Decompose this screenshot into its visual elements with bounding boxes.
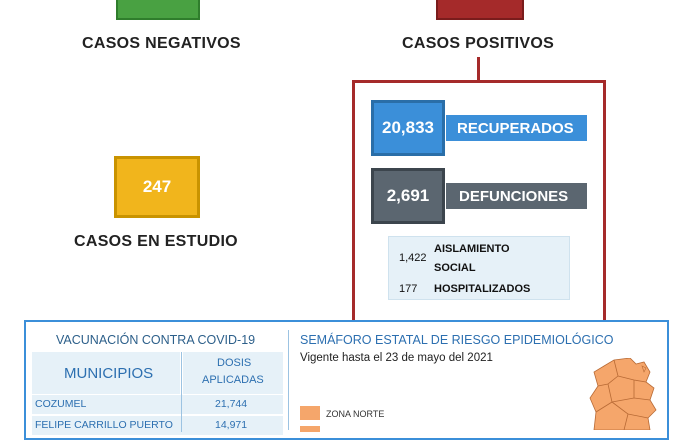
positive-cases-frame [352,80,606,330]
study-cases-label: CASOS EN ESTUDIO [74,233,238,250]
dosis-header-cell [183,352,283,394]
panel-divider [288,330,289,430]
positive-cases-box [436,0,524,20]
table-row-dosis: 21,744 [215,398,248,410]
negative-cases-label: CASOS NEGATIVOS [82,35,241,52]
zona-sur-swatch-partial [300,426,320,432]
deaths-value-box: 2,691 [371,168,445,224]
isolation-panel [388,236,570,300]
recovered-label-bar: RECUPERADOS [446,115,587,141]
table-row-municipio: FELIPE CARRILLO PUERTO [35,419,173,431]
recovered-label: RECUPERADOS [457,119,574,137]
study-cases-box: 247 [114,156,200,218]
study-cases-value: 247 [142,177,172,196]
semaforo-vigencia: Vigente hasta el 23 de mayo del 2021 [300,352,493,364]
isolation-label-line1: AISLAMIENTO [434,243,510,255]
recovered-value: 20,833 [382,118,434,137]
municipios-header: MUNICIPIOS [64,365,154,382]
isolation-label-line2: SOCIAL [434,262,476,274]
deaths-label: DEFUNCIONES [459,187,569,205]
dosis-header-line1: DOSIS [217,357,252,369]
deaths-value: 2,691 [386,186,430,205]
dosis-header-line2: APLICADAS [202,374,264,386]
table-row-bg [32,395,283,414]
column-divider [181,352,182,432]
hospitalized-value: 177 [399,283,418,295]
semaforo-title: SEMÁFORO ESTATAL DE RIESGO EPIDEMIOLÓGIC… [300,333,614,347]
table-row-dosis: 14,971 [215,419,248,431]
recovered-value-box: 20,833 [371,100,445,156]
deaths-label-bar: DEFUNCIONES [446,183,587,209]
negative-cases-box [116,0,200,20]
vaccination-title: VACUNACIÓN CONTRA COVID-19 [56,333,256,347]
connector-line [477,57,480,81]
municipios-header-cell [32,352,180,394]
table-row-municipio: COZUMEL [35,398,87,410]
positive-cases-label: CASOS POSITIVOS [402,35,555,52]
isolation-value: 1,422 [399,252,427,264]
zona-norte-label: ZONA NORTE [326,409,385,419]
quintana-roo-map-icon [589,358,657,430]
zona-norte-swatch [300,406,320,420]
hospitalized-label: HOSPITALIZADOS [434,283,531,295]
